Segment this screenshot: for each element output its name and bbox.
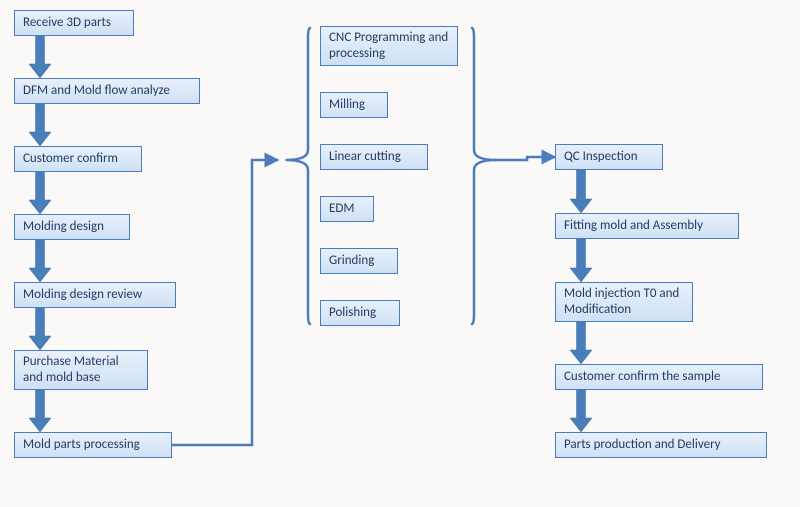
flowchart-overlay xyxy=(0,0,800,507)
flow-node-r2: Fitting mold and Assembly xyxy=(555,213,739,239)
flow-node-n5: Molding design review xyxy=(14,282,176,308)
flow-node-m5: Grinding xyxy=(320,248,398,274)
flow-node-n1: Receive 3D parts xyxy=(14,10,134,36)
flow-node-m1: CNC Programming and processing xyxy=(320,26,458,66)
flow-node-m4: EDM xyxy=(320,196,374,222)
flow-node-m3: Linear cutting xyxy=(320,144,428,170)
flow-node-n6: Purchase Material and mold base xyxy=(14,350,148,390)
flow-node-r4: Customer confirm the sample xyxy=(555,364,763,390)
flow-node-r1: QC Inspection xyxy=(555,144,663,170)
flow-node-n3: Customer confirm xyxy=(14,146,142,172)
flow-node-n7: Mold parts processing xyxy=(14,432,172,458)
flow-node-r3: Mold injection T0 and Modification xyxy=(555,282,693,322)
flow-node-n2: DFM and Mold flow analyze xyxy=(14,78,200,104)
flow-node-m2: Milling xyxy=(320,92,388,118)
flow-node-n4: Molding design xyxy=(14,214,130,240)
flow-node-r5: Parts production and Delivery xyxy=(555,432,767,458)
flow-node-m6: Polishing xyxy=(320,300,400,326)
